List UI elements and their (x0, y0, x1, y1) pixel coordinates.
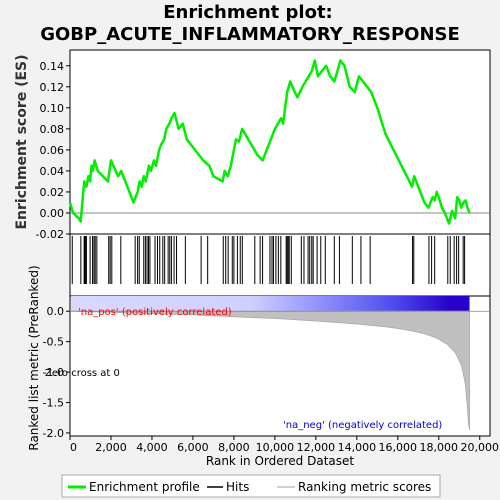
x-tick-label: 10,000 (256, 441, 295, 454)
x-tick-label: 2,000 (95, 441, 127, 454)
es-ytick-label: 0.00 (40, 207, 65, 220)
positive-label: 'na_pos' (positively correlated) (78, 307, 232, 318)
enrichment-profile-line (68, 59, 471, 225)
es-ytick-label: 0.04 (40, 165, 65, 178)
ranking-ylabel: Ranked list metric (PreRanked) (27, 265, 41, 450)
chart-title-line2: GOBP_ACUTE_INFLAMMATORY_RESPONSE (40, 24, 460, 45)
rank-ytick-label: -1.0 (43, 366, 64, 379)
legend-box (61, 474, 441, 498)
x-tick-label: 8,000 (218, 441, 250, 454)
x-tick-label: 14,000 (338, 441, 377, 454)
x-tick-label: 20,000 (461, 441, 500, 454)
x-tick-label: 12,000 (297, 441, 336, 454)
legend-item-enrichment: Enrichment profile (89, 480, 200, 494)
chart-title-line1: Enrichment plot: (163, 2, 333, 23)
x-axis-label: Rank in Ordered Dataset (206, 454, 354, 468)
rank-ytick-label: 0.0 (47, 305, 65, 318)
rank-ytick-label: -0.5 (43, 336, 64, 349)
es-ytick-label: 0.02 (40, 186, 65, 199)
x-tick-label: 16,000 (379, 441, 418, 454)
hits-panel (69, 233, 491, 297)
legend-item-hits: Hits (226, 480, 249, 494)
es-panel (69, 49, 491, 235)
rank-ytick-label: -2.0 (43, 427, 64, 440)
es-ylabel: Enrichment score (ES) (14, 54, 30, 229)
es-ytick-label: 0.14 (40, 60, 65, 73)
ranking-metric-area (69, 310, 470, 430)
rank-ytick-label: -1.5 (43, 397, 64, 410)
es-ytick-label: -0.02 (36, 228, 64, 241)
legend-item-ranking: Ranking metric scores (298, 480, 431, 494)
es-ytick-label: 0.12 (40, 81, 65, 94)
ranking-color-band (71, 296, 470, 311)
negative-label: 'na_neg' (negatively correlated) (283, 420, 442, 431)
es-ytick-label: 0.10 (40, 102, 65, 115)
es-ytick-label: 0.08 (40, 123, 65, 136)
es-ytick-label: 0.06 (40, 144, 65, 157)
x-tick-label: 18,000 (420, 441, 459, 454)
zero-cross-label: Zero cross at 0 (45, 368, 120, 379)
x-tick-label: 6,000 (177, 441, 209, 454)
x-tick-label: 0 (70, 441, 77, 454)
x-tick-label: 4,000 (136, 441, 168, 454)
